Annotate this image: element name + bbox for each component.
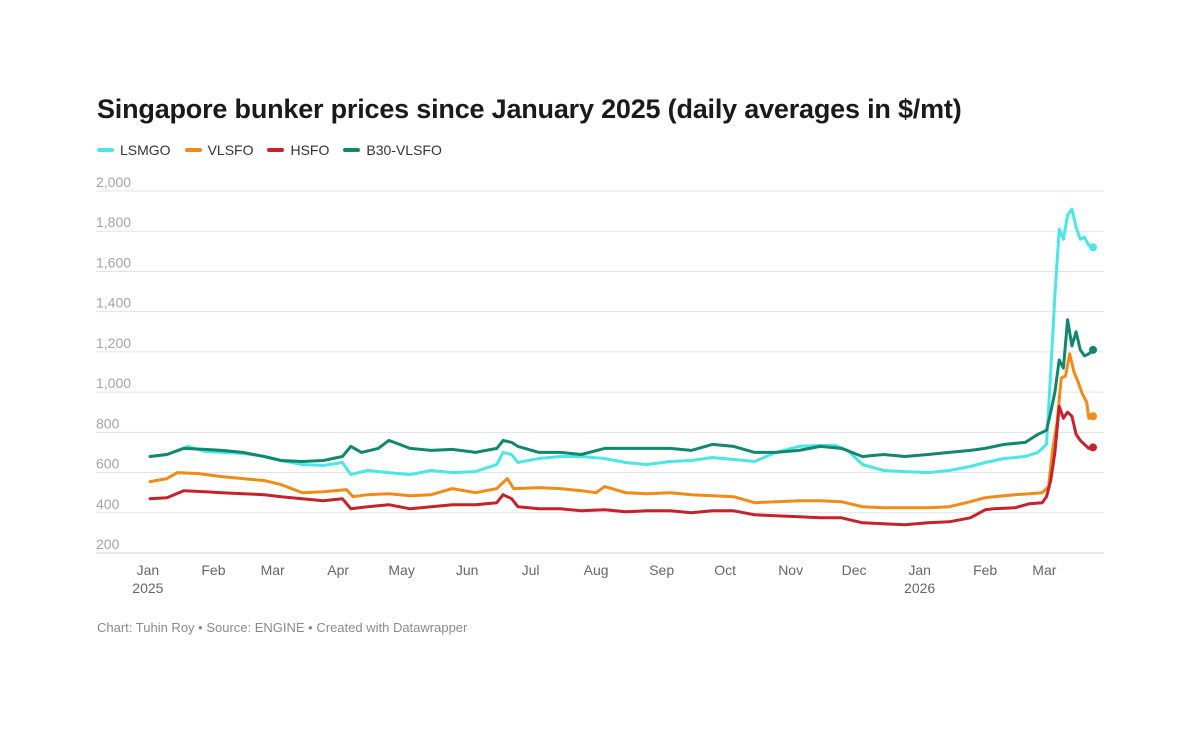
- x-tick-sublabel-0: 2025: [132, 580, 163, 596]
- series-lines: [148, 207, 1097, 527]
- chart-legend: LSMGO VLSFO HSFO B30-VLSFO: [97, 141, 456, 159]
- legend-swatch-hsfo: [267, 148, 285, 152]
- legend-label-b30-vlsfo: B30-VLSFO: [366, 142, 442, 158]
- x-tick-label-6: Jul: [522, 562, 540, 578]
- x-tick-sublabel-12: 2026: [904, 580, 935, 596]
- x-tick-label-3: Apr: [327, 562, 349, 578]
- x-tick-label-0: Jan: [137, 562, 160, 578]
- series-endpoint-vlsfo: [1089, 412, 1097, 421]
- chart-credits: Chart: Tuhin Roy • Source: ENGINE • Crea…: [97, 620, 468, 635]
- y-tick-label-400: 400: [96, 496, 120, 512]
- x-tick-label-8: Sep: [649, 562, 674, 578]
- legend-swatch-b30-vlsfo: [343, 148, 361, 152]
- y-tick-label-1200: 1,200: [96, 335, 131, 351]
- x-tick-label-9: Oct: [714, 562, 736, 578]
- grid-lines: [96, 190, 1104, 554]
- series-line-hsfo: [148, 404, 1095, 527]
- x-tick-label-12: Jan: [908, 562, 931, 578]
- series-endpoint-hsfo: [1089, 443, 1097, 452]
- x-tick-label-1: Feb: [201, 562, 225, 578]
- series-line-b30-vlsfo: [148, 318, 1095, 463]
- y-tick-label-600: 600: [96, 456, 120, 472]
- legend-label-vlsfo: VLSFO: [207, 142, 254, 158]
- series-line-lsmgo: [148, 207, 1095, 477]
- y-axis-ticks: 200 400 600 800 1,000 1,200 1,400 1,600 1,800 2,0…: [96, 174, 131, 552]
- y-tick-label-2000: 2,000: [96, 174, 131, 190]
- x-tick-label-5: Jun: [456, 562, 479, 578]
- x-tick-label-13: Feb: [973, 562, 997, 578]
- x-tick-label-4: May: [388, 562, 414, 578]
- y-tick-label-800: 800: [96, 415, 120, 431]
- x-tick-label-10: Nov: [778, 562, 803, 578]
- y-tick-label-1800: 1,800: [96, 214, 131, 230]
- x-tick-label-11: Dec: [842, 562, 867, 578]
- legend-swatch-vlsfo: [184, 148, 202, 152]
- x-tick-label-14: Mar: [1032, 562, 1056, 578]
- legend-label-lsmgo: LSMGO: [120, 142, 171, 158]
- y-tick-label-200: 200: [96, 536, 120, 552]
- y-tick-label-1000: 1,000: [96, 375, 131, 391]
- series-line-vlsfo: [148, 352, 1095, 510]
- legend-item-hsfo: HSFO: [267, 142, 329, 158]
- x-tick-label-7: Aug: [584, 562, 609, 578]
- x-tick-label-2: Mar: [261, 562, 285, 578]
- y-tick-label-1400: 1,400: [96, 295, 131, 311]
- legend-item-lsmgo: LSMGO: [97, 142, 171, 158]
- x-axis-ticks: Jan 2025 Feb Mar Apr May Jun Jul Aug Sep Oct Nov Dec…: [132, 562, 1056, 596]
- chart-title: Singapore bunker prices since January 20…: [97, 94, 962, 124]
- legend-label-hsfo: HSFO: [290, 142, 330, 158]
- series-endpoint-b30-vlsfo: [1089, 345, 1097, 354]
- legend-swatch-lsmgo: [97, 148, 114, 152]
- legend-item-vlsfo: VLSFO: [184, 142, 254, 158]
- series-endpoint-lsmgo: [1089, 243, 1097, 252]
- legend-item-b30-vlsfo: B30-VLSFO: [343, 142, 442, 158]
- y-tick-label-1600: 1,600: [96, 254, 131, 270]
